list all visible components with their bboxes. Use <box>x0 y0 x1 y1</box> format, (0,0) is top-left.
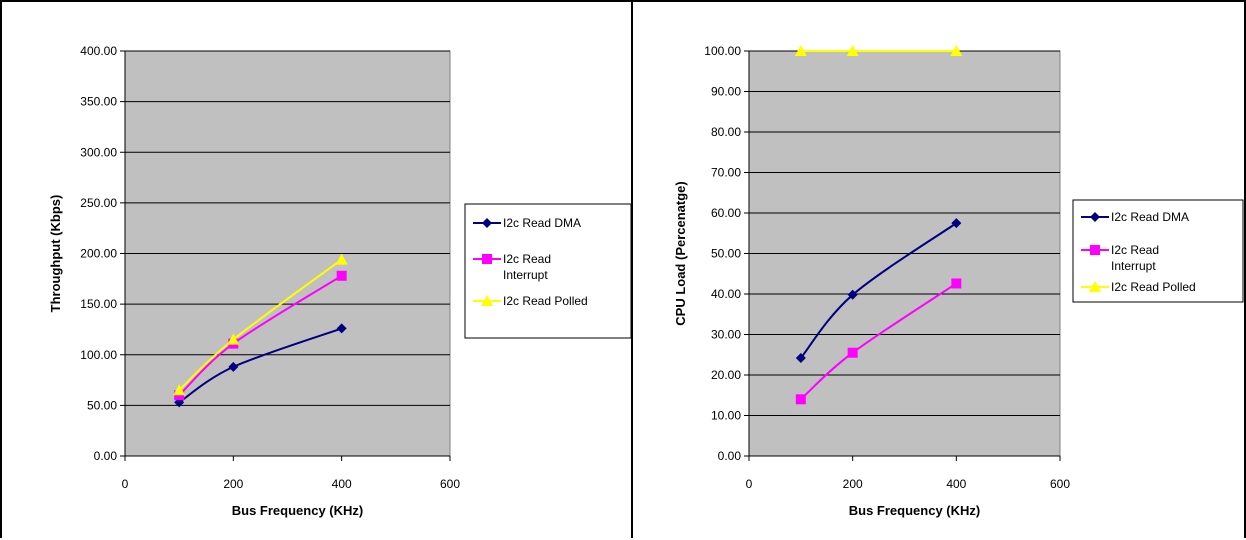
x-tick-label: 0 <box>122 477 129 491</box>
x-axis-title: Bus Frequency (KHz) <box>232 503 363 518</box>
legend-label: I2c Read Interrupt <box>503 252 551 282</box>
data-point <box>335 253 348 265</box>
legend: I2c Read DMA I2c Read Interrupt I2c Read Po… <box>464 203 632 339</box>
legend-swatch-marker <box>1090 212 1100 222</box>
x-tick-label: 200 <box>223 477 243 491</box>
series-2 <box>173 253 348 396</box>
data-point <box>847 347 858 358</box>
y-tick-label: 0.00 <box>718 449 742 463</box>
legend: I2c Read DMA I2c Read Interrupt I2c Read Po… <box>1072 199 1244 303</box>
y-tick-label: 250.00 <box>80 196 117 210</box>
series-2 <box>794 45 963 56</box>
legend-label: I2c Read Polled <box>1111 280 1196 294</box>
series-0 <box>795 218 962 363</box>
data-point <box>174 390 185 401</box>
data-point <box>227 333 240 345</box>
legend-box <box>464 203 632 339</box>
y-tick-label: 90.00 <box>711 85 741 99</box>
y-tick-label: 30.00 <box>711 328 741 342</box>
y-tick-label: 200.00 <box>80 247 117 261</box>
data-point <box>951 278 962 289</box>
data-point <box>228 361 239 372</box>
series-line <box>178 258 343 391</box>
y-tick-label: 100.00 <box>704 44 741 58</box>
y-tick-label: 20.00 <box>711 368 741 382</box>
legend-label: I2c Read Polled <box>503 294 588 308</box>
legend-label: I2c Read DMA <box>503 216 581 230</box>
y-tick-label: 150.00 <box>80 297 117 311</box>
cpu-load-chart: 0.00 10.00 20.00 30.00 40.00 50.00 60.00 70.00 8… <box>673 44 1244 518</box>
data-point <box>950 45 963 56</box>
chart-panel-throughput: 0.00 50.00 100.00 150.00 200.00 250.00 300.00 3… <box>0 0 633 538</box>
legend-label: I2c Read Interrupt <box>1111 243 1159 273</box>
data-point <box>173 384 186 396</box>
data-point <box>846 45 859 56</box>
y-tick-label: 100.00 <box>80 348 117 362</box>
y-tick-label: 350.00 <box>80 95 117 109</box>
y-axis-title: CPU Load (Percenatge) <box>673 181 688 325</box>
chart-panel-cpu-load: 0.00 10.00 20.00 30.00 40.00 50.00 60.00 70.00 8… <box>633 0 1246 538</box>
y-tick-label: 70.00 <box>711 166 741 180</box>
y-tick-label: 50.00 <box>87 398 117 412</box>
x-tick-label: 600 <box>440 477 460 491</box>
y-tick-label: 300.00 <box>80 145 117 159</box>
data-point <box>336 270 347 281</box>
y-tick-label: 60.00 <box>711 206 741 220</box>
data-point <box>847 289 858 300</box>
y-tick-label: 80.00 <box>711 125 741 139</box>
throughput-chart: 0.00 50.00 100.00 150.00 200.00 250.00 300.00 3… <box>48 44 632 518</box>
y-tick-label: 10.00 <box>711 409 741 423</box>
x-tick-label: 600 <box>1050 477 1070 491</box>
data-point <box>951 218 962 229</box>
x-axis-title: Bus Frequency (KHz) <box>849 503 980 518</box>
legend-label: I2c Read DMA <box>1111 210 1189 224</box>
legend-swatch-marker <box>1089 281 1101 292</box>
y-axis-title: Throughput (Kbps) <box>48 195 63 313</box>
y-tick-label: 0.00 <box>94 449 118 463</box>
x-tick-label: 0 <box>746 477 753 491</box>
data-point <box>795 394 806 405</box>
legend-swatch-marker <box>482 254 492 264</box>
x-tick-label: 200 <box>843 477 863 491</box>
legend-swatch-marker <box>481 295 493 306</box>
legend-swatch-marker <box>1090 245 1100 255</box>
data-point <box>794 45 807 56</box>
x-tick-label: 400 <box>332 477 352 491</box>
y-tick-label: 50.00 <box>711 247 741 261</box>
series-1 <box>795 278 962 405</box>
legend-swatch-marker <box>482 218 492 228</box>
x-tick-label: 400 <box>946 477 966 491</box>
y-tick-label: 400.00 <box>80 44 117 58</box>
data-point <box>795 352 806 363</box>
data-point <box>336 323 347 334</box>
y-tick-label: 40.00 <box>711 287 741 301</box>
